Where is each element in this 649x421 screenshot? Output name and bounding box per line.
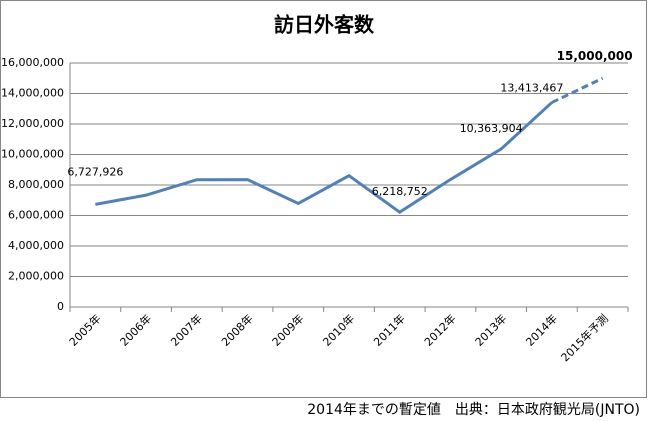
value-label: 6,727,926: [67, 165, 123, 178]
y-tick-label: 4,000,000: [8, 239, 64, 252]
y-tick-label: 14,000,000: [1, 87, 64, 100]
data-line: [95, 101, 553, 214]
chart-border: [0, 0, 647, 398]
value-label: 6,218,752: [372, 185, 428, 198]
y-tick-label: 12,000,000: [1, 117, 64, 130]
data-line: [551, 76, 604, 104]
y-tick-label: 2,000,000: [8, 270, 64, 283]
source-note: 2014年までの暫定値 出典：日本政府観光局(JNTO): [307, 401, 640, 418]
chart-title: 訪日外客数: [274, 13, 375, 37]
value-label: 13,413,467: [500, 81, 563, 94]
y-tick-label: 10,000,000: [1, 148, 64, 161]
y-tick-label: 6,000,000: [8, 209, 64, 222]
y-tick-label: 8,000,000: [8, 178, 64, 191]
y-tick-label: 0: [57, 300, 64, 313]
value-label: 15,000,000: [557, 49, 633, 63]
value-label: 10,363,904: [460, 122, 523, 135]
y-tick-label: 16,000,000: [1, 56, 64, 69]
